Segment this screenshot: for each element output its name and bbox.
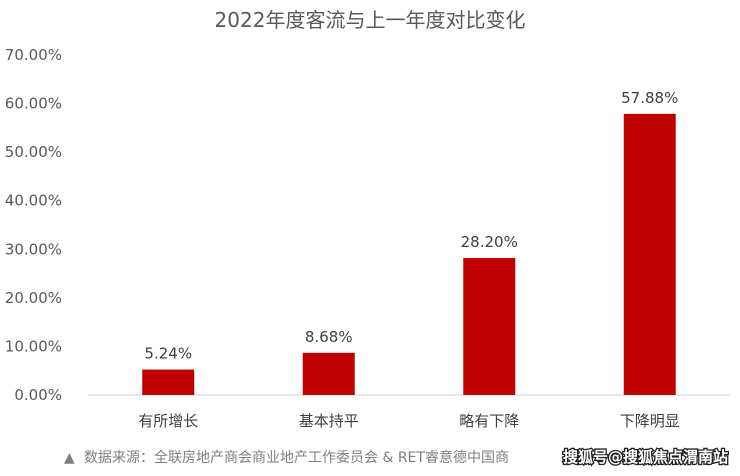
x-axis: 有所增长 基本持平 略有下降 下降明显 — [138, 412, 680, 430]
bar — [142, 369, 195, 395]
y-tick-label: 60.00% — [5, 95, 62, 113]
source-marker: ▲ — [64, 450, 75, 466]
y-tick-label: 40.00% — [5, 192, 62, 210]
y-tick-label: 20.00% — [5, 289, 62, 307]
data-labels-group: 5.24% 8.68% 28.20% 57.88% — [144, 89, 678, 363]
data-label: 5.24% — [144, 345, 192, 363]
chart-title: 2022年度客流与上一年度对比变化 — [215, 8, 526, 32]
data-label: 28.20% — [461, 233, 518, 251]
data-label: 8.68% — [305, 328, 353, 346]
bar — [302, 352, 355, 395]
x-tick-label: 下降明显 — [620, 412, 680, 430]
y-axis: 0.00% 10.00% 20.00% 30.00% 40.00% 50.00% 60.00… — [5, 46, 62, 404]
x-tick-label: 略有下降 — [459, 412, 519, 430]
bars-group — [142, 113, 676, 396]
x-tick-label: 有所增长 — [138, 412, 198, 430]
data-label: 57.88% — [621, 89, 678, 107]
y-tick-label: 70.00% — [5, 46, 62, 64]
y-tick-label: 50.00% — [5, 143, 62, 161]
bar — [463, 258, 516, 395]
source-note: 数据来源：全联房地产商会商业地产工作委员会 & RET睿意德中国商 — [84, 449, 509, 466]
bar — [623, 113, 676, 396]
y-tick-label: 30.00% — [5, 240, 62, 258]
watermark-text: 搜狐号@搜狐焦点渭南站 — [563, 448, 728, 466]
y-tick-label: 10.00% — [5, 337, 62, 355]
x-tick-label: 基本持平 — [299, 412, 359, 430]
y-tick-label: 0.00% — [14, 386, 62, 404]
